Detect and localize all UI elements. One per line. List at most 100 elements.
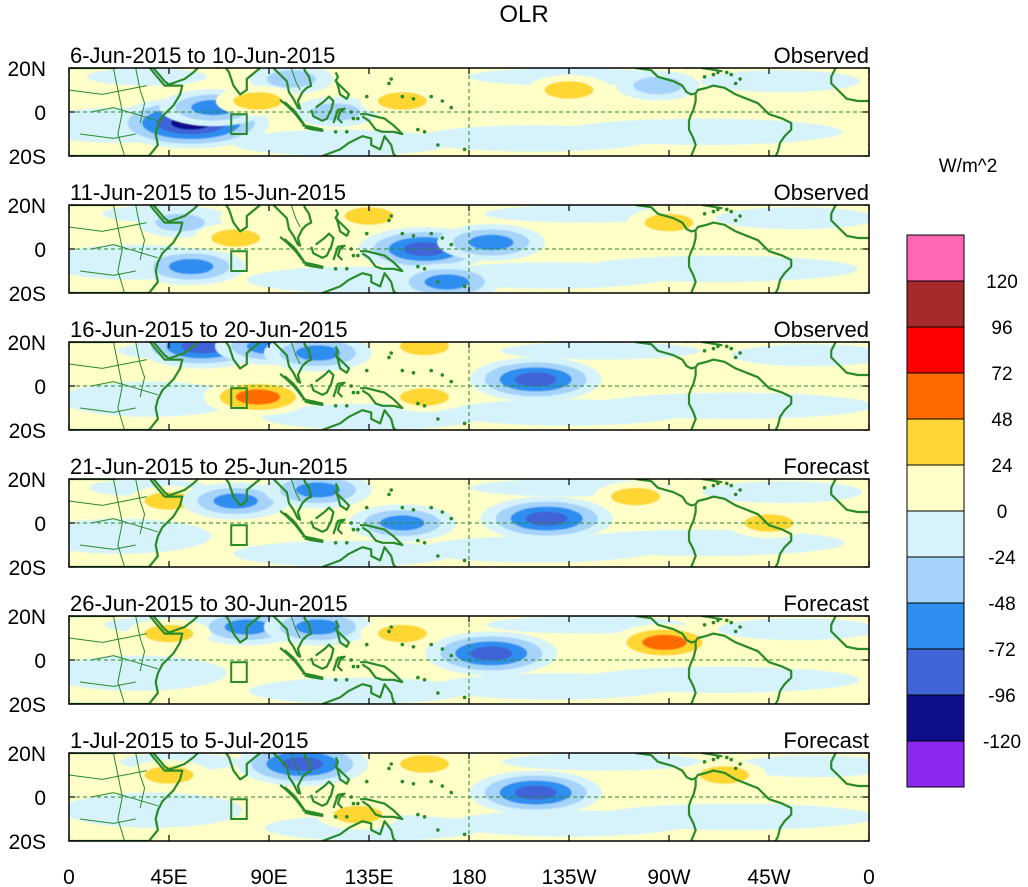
anomaly-field xyxy=(69,616,869,704)
island xyxy=(356,527,360,532)
island xyxy=(389,488,394,492)
coastline xyxy=(321,135,397,156)
background-band xyxy=(717,618,869,641)
anomaly-contour xyxy=(295,345,341,361)
coastline xyxy=(215,753,261,781)
island xyxy=(724,207,729,212)
island xyxy=(429,368,434,373)
country-border xyxy=(112,342,126,430)
coastline xyxy=(332,244,346,261)
colorbar-label: -48 xyxy=(988,594,1015,615)
anomaly-contour xyxy=(235,389,281,405)
island xyxy=(738,488,742,492)
coastline xyxy=(215,205,261,233)
island xyxy=(702,760,707,764)
coastline xyxy=(332,792,346,809)
coastline xyxy=(302,672,324,681)
island xyxy=(733,629,738,634)
coastline xyxy=(360,661,404,684)
anomaly-contour xyxy=(514,785,557,800)
y-tick-label: 0 xyxy=(34,102,46,125)
anomaly-field xyxy=(69,342,869,430)
country-border xyxy=(290,616,301,639)
island xyxy=(729,757,734,762)
background-band xyxy=(564,529,845,556)
coastline xyxy=(360,798,404,821)
panel-period-label: 1-Jul-2015 to 5-Jul-2015 xyxy=(70,728,308,753)
anomaly-contour xyxy=(400,755,450,773)
island xyxy=(389,625,394,629)
colorbar-swatch xyxy=(906,648,965,696)
island xyxy=(351,801,356,806)
island xyxy=(733,766,738,771)
colorbar-swatch xyxy=(906,372,965,420)
island xyxy=(716,344,720,349)
background-band xyxy=(715,207,869,230)
island xyxy=(411,97,416,101)
y-tick-label: 20N xyxy=(7,469,46,492)
coastline xyxy=(272,68,313,110)
island xyxy=(400,505,405,510)
island xyxy=(711,620,716,625)
country-border xyxy=(69,222,147,232)
background-band xyxy=(69,381,241,417)
coastline xyxy=(69,479,184,567)
coastline xyxy=(687,368,697,430)
island xyxy=(449,516,454,521)
background-band xyxy=(595,803,869,830)
island xyxy=(724,618,729,623)
island xyxy=(440,510,445,514)
island xyxy=(333,130,338,134)
island xyxy=(344,678,349,682)
island xyxy=(711,72,716,77)
colorbar-label: 72 xyxy=(991,364,1012,385)
colorbar-units: W/m^2 xyxy=(939,156,998,177)
island xyxy=(711,209,716,214)
coastline xyxy=(635,753,793,841)
country-border xyxy=(91,381,159,396)
coastline xyxy=(310,232,335,259)
island xyxy=(449,379,454,384)
country-border xyxy=(112,753,126,841)
panel-period-label: 16-Jun-2015 to 20-Jun-2015 xyxy=(70,317,348,342)
colorbar-swatch xyxy=(906,510,965,558)
island xyxy=(738,77,742,81)
island xyxy=(440,99,445,103)
island xyxy=(449,653,454,658)
island xyxy=(387,629,391,634)
colorbar-label: 0 xyxy=(997,502,1008,523)
coastline xyxy=(830,68,869,103)
island xyxy=(364,368,369,373)
island xyxy=(436,280,440,284)
y-tick-label: 20N xyxy=(7,58,46,81)
island xyxy=(356,801,360,806)
coastline xyxy=(334,756,351,785)
country-border xyxy=(112,205,126,293)
background-band xyxy=(502,753,703,771)
background-band xyxy=(69,518,212,554)
country-border xyxy=(91,518,159,533)
island xyxy=(356,390,360,395)
island xyxy=(344,541,349,545)
coastline xyxy=(302,535,324,544)
island xyxy=(440,647,445,651)
island xyxy=(702,486,707,490)
island xyxy=(711,757,716,762)
coastline xyxy=(830,616,869,651)
anomaly-contour xyxy=(525,511,568,526)
panel-status-label: Forecast xyxy=(783,728,869,753)
country-border xyxy=(135,68,146,124)
island xyxy=(729,72,734,77)
colorbar: 120 96 72 48 24 0 -24 -48 -72 -96 -120 xyxy=(906,234,1021,788)
country-border xyxy=(69,496,147,506)
island xyxy=(351,253,356,258)
background-band xyxy=(580,666,861,693)
island xyxy=(351,527,356,532)
country-border xyxy=(135,205,146,261)
coastline xyxy=(310,643,335,670)
x-tick-label: 180 xyxy=(451,866,486,887)
island xyxy=(422,130,427,134)
island xyxy=(411,508,416,512)
colorbar-swatch xyxy=(906,326,965,374)
country-border xyxy=(69,770,147,780)
